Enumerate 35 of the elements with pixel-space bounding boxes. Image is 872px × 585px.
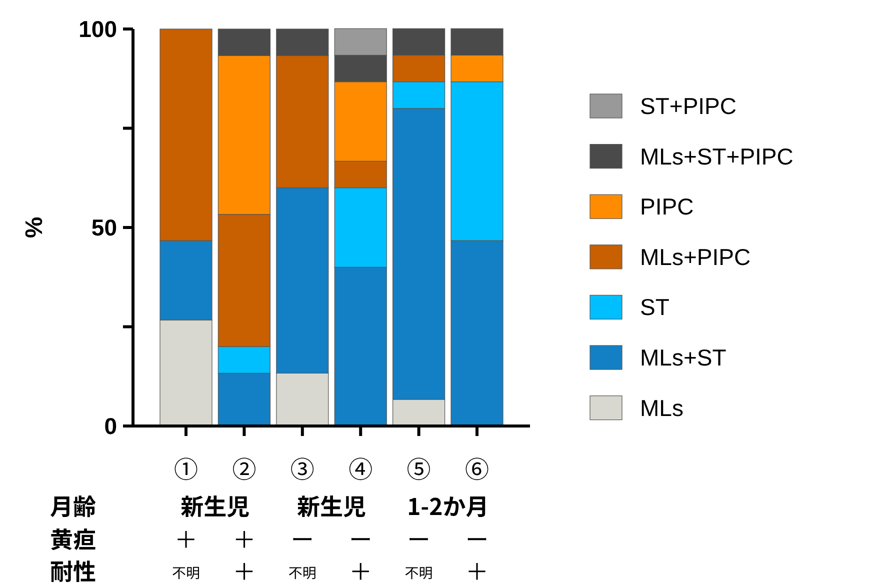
text: ー [349,521,372,555]
legend-label: MLs+ST+PIPC [640,143,794,170]
x-tick-label: ② [232,450,256,485]
text: ー [290,521,314,555]
y-axis-title: % [21,216,48,238]
text: 月齢 [50,488,96,522]
legend-label: MLs+PIPC [640,244,751,270]
y-tick-label: 100 [78,16,117,42]
legend-label: PIPC [640,194,694,220]
text: ＋ [232,521,256,555]
text: 新生児 [180,488,250,522]
text: 不明 [404,563,433,583]
text: 不明 [288,563,316,583]
x-tick-label: ⑥ [465,450,489,485]
x-tick-label: ⑤ [406,450,431,485]
legend-label: MLs+ST [640,344,726,370]
text: ＋ [174,521,198,555]
y-tick-label: 50 [91,214,117,240]
text: 耐性 [50,553,96,585]
x-tick-label: ④ [348,450,373,485]
x-tick-label: ③ [290,450,314,485]
text: 黄疸 [50,521,96,555]
text: 1-2か月 [407,488,489,522]
text: ー [466,521,488,555]
text: ＋ [232,553,256,585]
legend-label: ST+PIPC [640,93,737,119]
legend-label: MLs [640,394,684,421]
text: 不明 [172,563,200,583]
y-tick-label: 0 [104,413,117,439]
text: 新生児 [297,488,366,522]
x-tick-label: ① [174,450,198,485]
legend-label: ST [640,294,670,320]
text: ＋ [349,553,372,585]
text: ー [407,521,430,555]
text: ＋ [466,553,488,585]
